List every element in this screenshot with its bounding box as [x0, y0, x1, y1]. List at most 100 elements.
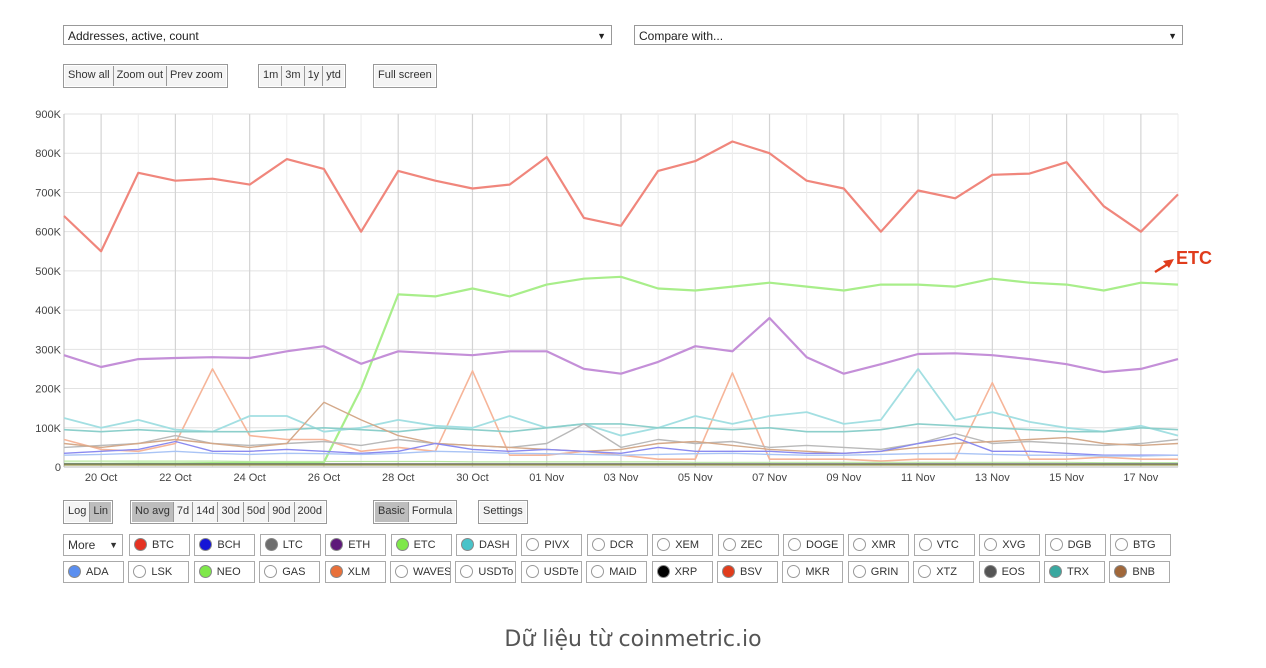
coin-toggle-mkr[interactable]: MKR [782, 561, 844, 583]
log-scale-button[interactable]: Log [65, 502, 91, 522]
coin-toggle-vtc[interactable]: VTC [913, 534, 975, 556]
coin-label: ETC [413, 539, 436, 551]
coin-label: BNB [1132, 566, 1156, 578]
coin-toggle-btc[interactable]: BTC [129, 534, 190, 556]
coin-color-icon [591, 538, 605, 551]
coin-toggle-pivx[interactable]: PIVX [521, 534, 583, 556]
coin-color-icon [1114, 565, 1128, 578]
zoom-button-group: Show all Zoom out Prev zoom [63, 64, 228, 88]
y-tick-label: 300K [35, 344, 61, 356]
coin-label: BCH [217, 539, 241, 551]
avg-30d-button[interactable]: 30d [218, 502, 244, 522]
coin-toggle-usdto[interactable]: USDTo [455, 561, 517, 583]
coin-toggle-grin[interactable]: GRIN [847, 561, 909, 583]
coin-color-icon [853, 538, 867, 551]
mode-button-group: Basic Formula [373, 500, 458, 524]
compare-select[interactable]: Compare with... ▼ [634, 25, 1183, 45]
no-avg-button[interactable]: No avg [132, 502, 174, 522]
coin-toggle-xem[interactable]: XEM [652, 534, 714, 556]
coin-toggle-btg[interactable]: BTG [1110, 534, 1171, 556]
coin-toggle-neo[interactable]: NEO [193, 561, 255, 583]
coin-toggle-doge[interactable]: DOGE [783, 534, 844, 556]
coin-color-icon [395, 565, 408, 578]
coin-color-icon [591, 565, 605, 578]
coin-toggle-eth[interactable]: ETH [325, 534, 387, 556]
range-ytd-button[interactable]: ytd [323, 66, 344, 86]
x-tick-label: 07 Nov [752, 472, 787, 484]
full-screen-button[interactable]: Full screen [375, 66, 435, 86]
more-select-value: More [68, 538, 96, 552]
coin-toggle-xvg[interactable]: XVG [979, 534, 1041, 556]
coin-toggle-trx[interactable]: TRX [1044, 561, 1105, 583]
coin-toggle-lsk[interactable]: LSK [128, 561, 190, 583]
formula-mode-button[interactable]: Formula [408, 502, 456, 522]
coin-color-icon [852, 565, 866, 578]
coin-toggle-bnb[interactable]: BNB [1109, 561, 1171, 583]
etc-annotation-label: ETC [1176, 248, 1212, 268]
series-line-ada [63, 450, 1179, 457]
avg-90d-button[interactable]: 90d [269, 502, 295, 522]
metric-select[interactable]: Addresses, active, count ▼ [63, 25, 612, 45]
arrowhead-icon [1163, 259, 1174, 268]
coin-toggle-ada[interactable]: ADA [63, 561, 124, 583]
prev-zoom-button[interactable]: Prev zoom [167, 66, 226, 86]
coin-toggle-zec[interactable]: ZEC [717, 534, 779, 556]
coin-toggle-bch[interactable]: BCH [194, 534, 256, 556]
coin-color-icon [983, 565, 997, 578]
avg-7d-button[interactable]: 7d [173, 502, 194, 522]
coin-label: DCR [609, 539, 634, 551]
coin-label: TRX [1067, 566, 1089, 578]
coin-toggle-xmr[interactable]: XMR [848, 534, 910, 556]
coin-color-icon [460, 565, 474, 578]
x-tick-label: 13 Nov [975, 472, 1010, 484]
range-3m-button[interactable]: 3m [282, 66, 305, 86]
coin-toggle-etc[interactable]: ETC [390, 534, 452, 556]
chevron-down-icon: ▼ [109, 540, 118, 550]
coin-color-icon [656, 565, 670, 578]
coin-toggle-xrp[interactable]: XRP [651, 561, 713, 583]
x-tick-label: 01 Nov [529, 472, 564, 484]
coin-toggle-gas[interactable]: GAS [259, 561, 321, 583]
coin-label: XLM [347, 566, 371, 578]
x-tick-label: 22 Oct [159, 472, 191, 484]
coin-toggle-ltc[interactable]: LTC [259, 534, 321, 556]
line-chart[interactable]: 0 100K 200K 300K 400K 500K 600K 700K 800K 900K 20… [0, 100, 1266, 500]
avg-50d-button[interactable]: 50d [243, 502, 270, 522]
coin-toggle-xtz[interactable]: XTZ [913, 561, 975, 583]
range-1y-button[interactable]: 1y [304, 66, 324, 86]
x-tick-label: 30 Oct [456, 472, 488, 484]
coin-toggle-maid[interactable]: MAID [586, 561, 648, 583]
coin-toggle-bsv[interactable]: BSV [717, 561, 778, 583]
coin-toggle-dash[interactable]: DASH [456, 534, 517, 556]
coin-label: BTC [152, 539, 174, 551]
x-tick-label: 17 Nov [1123, 472, 1158, 484]
coin-toggle-xlm[interactable]: XLM [324, 561, 386, 583]
coin-label: GAS [282, 566, 306, 578]
avg-14d-button[interactable]: 14d [193, 502, 219, 522]
y-tick-label: 200K [35, 384, 61, 396]
coin-label: ADA [86, 566, 109, 578]
coin-color-icon [657, 538, 671, 551]
x-tick-label: 20 Oct [85, 472, 117, 484]
range-1m-button[interactable]: 1m [260, 66, 283, 86]
coin-toggle-dcr[interactable]: DCR [586, 534, 648, 556]
lin-scale-button[interactable]: Lin [90, 502, 112, 522]
coin-label: LSK [151, 566, 173, 578]
fullscreen-group: Full screen [373, 64, 437, 88]
coin-toggle-usdte[interactable]: USDTe [520, 561, 582, 583]
coin-label: MAID [609, 566, 637, 578]
coin-toggle-dgb[interactable]: DGB [1044, 534, 1106, 556]
coin-toggle-eos[interactable]: EOS [978, 561, 1040, 583]
more-select[interactable]: More ▼ [63, 534, 123, 556]
coin-label: BSV [740, 566, 763, 578]
show-all-button[interactable]: Show all [65, 66, 114, 86]
avg-200d-button[interactable]: 200d [294, 502, 326, 522]
settings-button[interactable]: Settings [480, 502, 526, 522]
coin-color-icon [264, 538, 278, 551]
x-tick-label: 26 Oct [308, 472, 340, 484]
avg-button-group: No avg 7d 14d 30d 50d 90d 200d [130, 500, 328, 524]
zoom-out-button[interactable]: Zoom out [113, 66, 168, 86]
coin-label: PIVX [544, 539, 570, 551]
basic-mode-button[interactable]: Basic [375, 502, 409, 522]
coin-toggle-waves[interactable]: WAVES [390, 561, 451, 583]
